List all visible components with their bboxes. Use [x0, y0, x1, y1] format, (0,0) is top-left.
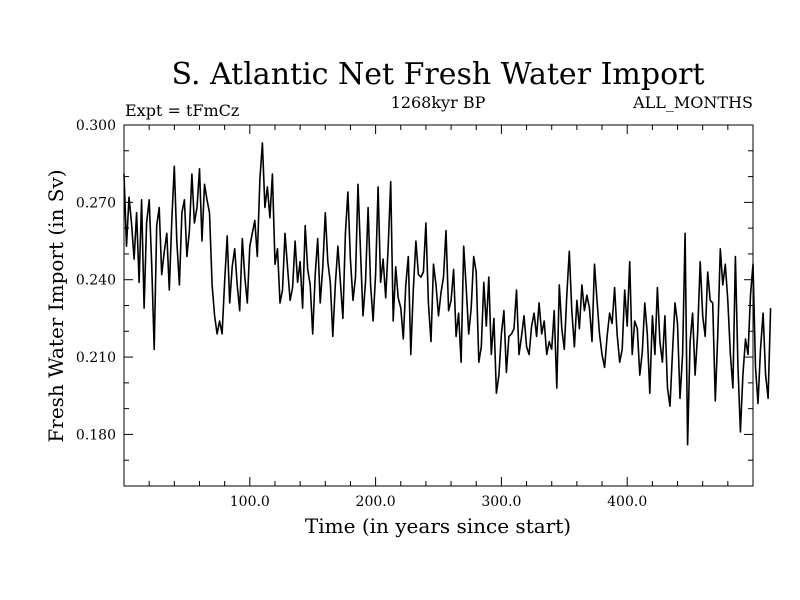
x-tick-label: 400.0	[607, 494, 647, 510]
y-tick-label: 0.180	[76, 427, 116, 443]
x-tick-label: 100.0	[230, 494, 270, 510]
data-line	[123, 142, 772, 446]
y-tick-label: 0.240	[76, 273, 116, 289]
y-tick-label: 0.300	[76, 118, 116, 134]
x-tick-label: 200.0	[356, 494, 396, 510]
y-axis-label: Fresh Water Import (in Sv)	[44, 169, 68, 442]
y-tick-label: 0.270	[76, 195, 116, 211]
period-label: 1268kyr BP	[391, 93, 486, 112]
y-axis-tick-labels: 0.180 0.210 0.240 0.270 0.300	[76, 118, 116, 443]
y-tick-label: 0.210	[76, 350, 116, 366]
experiment-label: Expt = tFmCz	[125, 101, 239, 120]
x-tick-label: 300.0	[481, 494, 521, 510]
chart-title: S. Atlantic Net Fresh Water Import	[171, 57, 704, 92]
x-axis-tick-labels: 100.0 200.0 300.0 400.0	[230, 494, 647, 510]
months-label: ALL_MONTHS	[632, 93, 753, 112]
x-axis-label: Time (in years since start)	[305, 514, 571, 538]
plot-area	[123, 124, 772, 487]
